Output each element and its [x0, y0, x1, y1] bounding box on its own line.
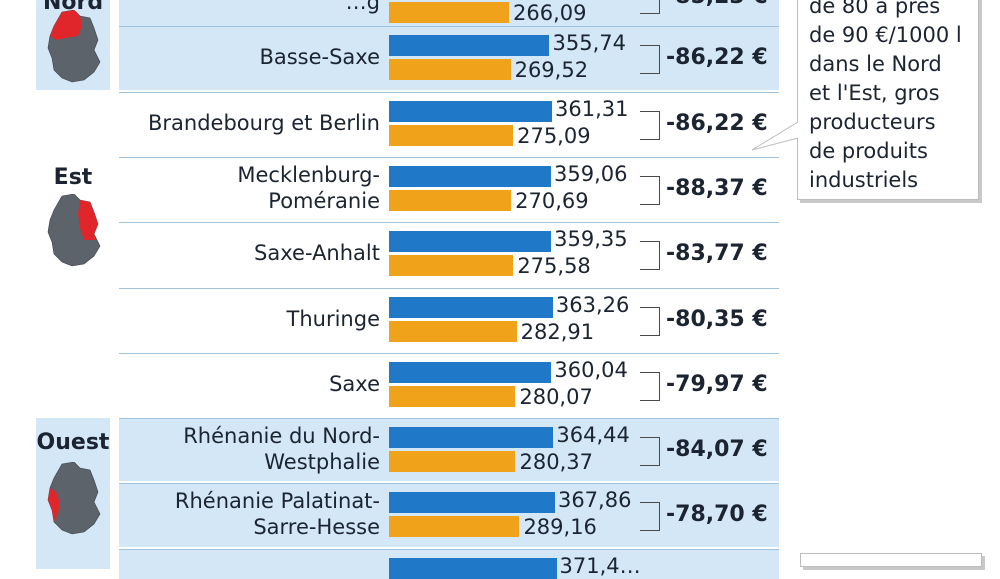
value-label-2016: 282,91 — [520, 320, 595, 344]
bar-2016 — [389, 516, 520, 537]
value-label-2016: 280,07 — [519, 385, 593, 409]
value-label-2012: 363,26 — [555, 293, 630, 317]
bar-2012 — [389, 492, 555, 513]
row-separator — [119, 222, 779, 223]
value-label-2012: 367,86 — [557, 488, 632, 512]
region-label: Ouest — [36, 430, 110, 455]
difference-bracket — [640, 45, 660, 74]
region-name: Brandebourg et Berlin — [148, 110, 380, 135]
annotation-text: de 90 €/1000 l — [809, 23, 962, 47]
map-region-highlight — [50, 10, 82, 40]
annotation-box — [797, 0, 979, 200]
callout-pointer-shape — [751, 121, 799, 151]
bar-2012 — [389, 558, 557, 579]
difference-bracket — [640, 111, 660, 140]
region-label: Nord — [42, 0, 104, 15]
bar-2016 — [389, 451, 516, 472]
value-label-2012: 359,06 — [553, 162, 628, 186]
annotation-text: industriels — [809, 168, 919, 192]
value-label-2012: 359,35 — [554, 227, 628, 251]
value-label-2016: 275,58 — [517, 254, 591, 278]
map-country — [47, 462, 101, 535]
difference-bracket — [640, 372, 660, 401]
bar-2012 — [389, 231, 552, 252]
row-separator — [119, 26, 779, 27]
region-name: Saxe — [329, 371, 380, 396]
bar-2012 — [389, 101, 552, 122]
region-name: Rhénanie Palatinat- — [174, 489, 380, 513]
row-separator — [119, 418, 779, 419]
value-label-2012: 364,44 — [556, 423, 630, 447]
value-label-2012: 371,4… — [559, 554, 641, 578]
bar-2016 — [389, 125, 514, 146]
value-label-2016: 275,09 — [517, 124, 591, 148]
bar-2012 — [389, 427, 554, 448]
annotation-text: de produits — [809, 139, 928, 163]
region-name: Westphalie — [264, 449, 380, 474]
region-name: …g — [345, 0, 380, 14]
region-name: Thuringe — [286, 306, 380, 331]
difference-value: -84,07 € — [666, 436, 768, 462]
difference-value: -80,35 € — [666, 306, 768, 332]
difference-bracket — [640, 0, 660, 14]
region-name: Rhénanie du Nord- — [183, 423, 380, 448]
bar-2012 — [389, 166, 551, 187]
bar-2012 — [389, 362, 552, 383]
row-separator — [119, 92, 779, 93]
annotation-text: et l'Est, gros — [809, 81, 940, 105]
annotation-box-bottom — [800, 553, 982, 567]
value-label-2012: 355,74 — [552, 31, 626, 55]
annotation-text: de 80 à près — [809, 0, 941, 18]
annotation-text: dans le Nord — [809, 52, 942, 76]
row-separator — [119, 353, 779, 354]
difference-bracket — [640, 241, 660, 270]
value-label-2012: 360,04 — [554, 358, 628, 382]
region-name: Basse-Saxe — [259, 45, 380, 69]
region-label: Est — [53, 165, 93, 190]
bar-2016 — [389, 190, 512, 211]
bar-2016 — [389, 255, 514, 276]
bar-2016 — [389, 59, 511, 80]
region-name: Sarre-Hesse — [253, 515, 380, 539]
difference-value: -86,22 € — [666, 44, 768, 70]
map-region-highlight — [78, 200, 98, 240]
difference-value: -79,97 € — [666, 371, 768, 397]
row-separator — [119, 288, 779, 289]
row-separator — [119, 157, 779, 158]
bar-2012 — [389, 297, 553, 318]
germany-map-icon — [47, 10, 101, 83]
germany-map-icon — [47, 462, 101, 535]
difference-value: -86,22 € — [666, 110, 768, 136]
region-name: Saxe-Anhalt — [254, 241, 380, 265]
difference-value: -83,77 € — [666, 240, 768, 266]
bar-2016 — [389, 386, 516, 407]
value-label-2016: 280,37 — [519, 450, 593, 474]
map-region-highlight — [48, 488, 60, 522]
bar-2012 — [389, 35, 550, 56]
value-label-2012: 361,31 — [555, 97, 629, 121]
annotation-text: producteurs — [809, 110, 936, 134]
value-label-2016: 266,09 — [513, 1, 587, 25]
row-separator — [119, 483, 779, 484]
difference-bracket — [640, 307, 660, 336]
germany-map-icon — [47, 194, 101, 267]
difference-value: -88,37 € — [666, 175, 768, 201]
difference-value: -85,23 € — [666, 0, 768, 9]
difference-bracket — [640, 502, 660, 531]
value-label-2016: 269,52 — [514, 58, 589, 82]
value-label-2016: 270,69 — [515, 189, 589, 213]
difference-value: -78,70 € — [666, 501, 768, 527]
value-label-2016: 289,16 — [523, 515, 597, 539]
region-name: Mecklenburg- — [237, 162, 380, 187]
region-band — [36, 549, 110, 569]
region-name: Poméranie — [268, 188, 380, 213]
chart: Nord Est Ouest …g 266,09 -85,23 € Basse-Saxe 35… — [36, 0, 982, 579]
difference-bracket — [640, 176, 660, 205]
row-separator — [119, 549, 779, 550]
difference-bracket — [640, 437, 660, 466]
callout-pointer — [751, 121, 799, 151]
bar-2016 — [389, 2, 510, 23]
bar-2016 — [389, 321, 517, 342]
